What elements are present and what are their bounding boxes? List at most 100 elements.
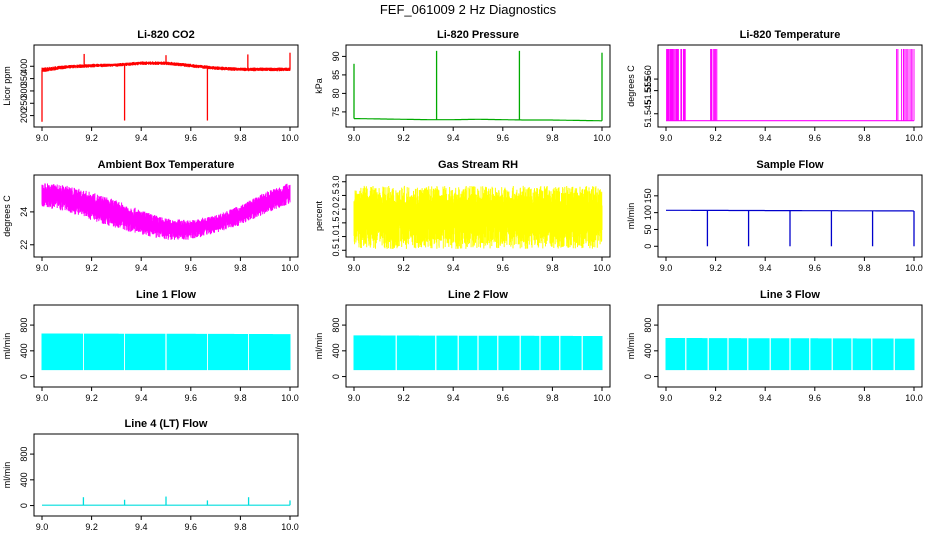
x-tick-label: 10.0	[281, 263, 299, 273]
x-tick-label: 9.4	[135, 393, 148, 403]
y-tick-label: 200	[19, 108, 29, 123]
series-trace	[353, 185, 603, 249]
y-tick-label: 51.545	[643, 100, 653, 128]
x-tick-label: 9.4	[135, 133, 148, 143]
chart-panel-5: Gas Stream RH percent 9.0 9.2 9.4 9.6 9.8 10.0 0…	[314, 159, 611, 273]
x-tick-label: 9.2	[397, 393, 410, 403]
x-tick-label: 9.2	[709, 133, 722, 143]
y-tick-label: 350	[19, 71, 29, 86]
y-axis-label: degrees C	[626, 65, 636, 107]
x-tick-label: 9.4	[759, 133, 772, 143]
y-tick-label: 0	[643, 244, 653, 249]
x-tick-label: 9.8	[858, 133, 871, 143]
x-tick-label: 9.8	[234, 133, 247, 143]
x-tick-label: 9.4	[135, 263, 148, 273]
chart-title: Gas Stream RH	[438, 159, 518, 171]
x-tick-label: 9.6	[185, 263, 198, 273]
x-tick-label: 10.0	[905, 133, 923, 143]
y-tick-label: 3.0	[331, 175, 341, 188]
y-tick-label: 1.5	[331, 217, 341, 230]
burst-region	[896, 49, 915, 121]
series-trace	[41, 61, 291, 72]
y-axis-label: Licor ppm	[2, 66, 12, 106]
series-line-4	[42, 496, 291, 506]
x-tick-label: 9.2	[85, 522, 98, 532]
x-tick-label: 9.8	[546, 263, 559, 273]
x-tick-label: 9.6	[185, 393, 198, 403]
chart-panel-9: Line 3 Flow ml/min 9.0 9.2 9.4 9.6 9.8 10.0 0 400…	[626, 289, 923, 403]
y-tick-label: 100	[643, 205, 653, 220]
chart-panel-10: Line 4 (LT) Flow ml/min 9.0 9.2 9.4 9.6 9.8 10.…	[2, 418, 299, 532]
x-tick-label: 9.6	[497, 263, 510, 273]
y-tick-label: 400	[19, 472, 29, 487]
y-tick-label: 2.0	[331, 203, 341, 216]
x-tick-label: 9.0	[36, 133, 49, 143]
y-tick-label: 2.5	[331, 189, 341, 202]
x-tick-label: 9.6	[809, 263, 822, 273]
x-tick-label: 9.0	[348, 133, 361, 143]
y-tick-label: 400	[643, 343, 653, 358]
y-axis-label: ml/min	[2, 462, 12, 489]
x-tick-label: 9.2	[709, 393, 722, 403]
chart-panel-1: Li-820 CO2 Licor ppm 9.0 9.2 9.4 9.6 9.8 10.0 20…	[2, 29, 299, 143]
series-trace	[41, 183, 291, 240]
y-tick-label: 400	[19, 59, 29, 74]
chart-panel-8: Line 2 Flow ml/min 9.0 9.2 9.4 9.6 9.8 10.0 0 400…	[314, 289, 611, 403]
x-tick-label: 10.0	[905, 393, 923, 403]
plot-frame	[33, 44, 299, 128]
y-tick-label: 0	[19, 374, 29, 379]
y-tick-label: 90	[331, 51, 341, 61]
y-axis-label: ml/min	[2, 333, 12, 360]
chart-title: Line 2 Flow	[448, 289, 508, 301]
x-tick-label: 9.2	[709, 263, 722, 273]
y-tick-label: 400	[19, 343, 29, 358]
plot-frame	[345, 174, 611, 258]
chart-title: Line 4 (LT) Flow	[125, 418, 208, 430]
burst-region	[666, 49, 686, 121]
x-tick-label: 9.0	[660, 263, 673, 273]
x-tick-label: 9.6	[497, 393, 510, 403]
x-tick-label: 9.0	[36, 393, 49, 403]
y-tick-label: 75	[331, 107, 341, 117]
y-axis-label: degrees C	[2, 195, 12, 237]
x-tick-label: 10.0	[593, 393, 611, 403]
x-tick-label: 9.0	[36, 522, 49, 532]
chart-panel-6: Sample Flow ml/min 9.0 9.2 9.4 9.6 9.8 10.0 0 50 1…	[626, 159, 923, 273]
x-tick-label: 9.8	[234, 393, 247, 403]
x-tick-label: 9.8	[546, 133, 559, 143]
y-axis-label: ml/min	[626, 333, 636, 360]
page-title: FEF_061009 2 Hz Diagnostics	[379, 2, 557, 17]
series-sample	[666, 209, 915, 247]
x-tick-label: 9.4	[759, 393, 772, 403]
y-tick-label: 800	[19, 318, 29, 333]
y-tick-label: 51.555	[643, 77, 653, 105]
series-rh	[353, 185, 603, 249]
series-trace	[41, 333, 291, 371]
chart-title: Li-820 Temperature	[740, 29, 841, 41]
series-line-1	[41, 333, 291, 371]
series-line	[354, 118, 602, 122]
y-tick-label: 50	[643, 224, 653, 234]
chart-panel-7: Line 1 Flow ml/min 9.0 9.2 9.4 9.6 9.8 10.0 0 400…	[2, 289, 299, 403]
y-tick-label: 0	[331, 374, 341, 379]
plot-frame	[657, 44, 923, 128]
x-tick-label: 9.4	[135, 522, 148, 532]
series-pressure	[353, 50, 603, 122]
x-tick-label: 10.0	[593, 263, 611, 273]
y-tick-label: 800	[643, 318, 653, 333]
plot-frame	[33, 174, 299, 258]
plot-frame	[345, 44, 611, 128]
series-ambient	[41, 183, 291, 240]
series-temperature	[666, 49, 915, 122]
x-tick-label: 9.4	[447, 133, 460, 143]
y-tick-label: 24	[19, 207, 29, 217]
x-tick-label: 10.0	[281, 133, 299, 143]
x-tick-label: 9.6	[185, 522, 198, 532]
x-tick-label: 9.2	[85, 263, 98, 273]
burst-region	[710, 49, 718, 121]
y-tick-label: 22	[19, 240, 29, 250]
x-tick-label: 9.6	[809, 133, 822, 143]
series-trace	[353, 335, 603, 371]
